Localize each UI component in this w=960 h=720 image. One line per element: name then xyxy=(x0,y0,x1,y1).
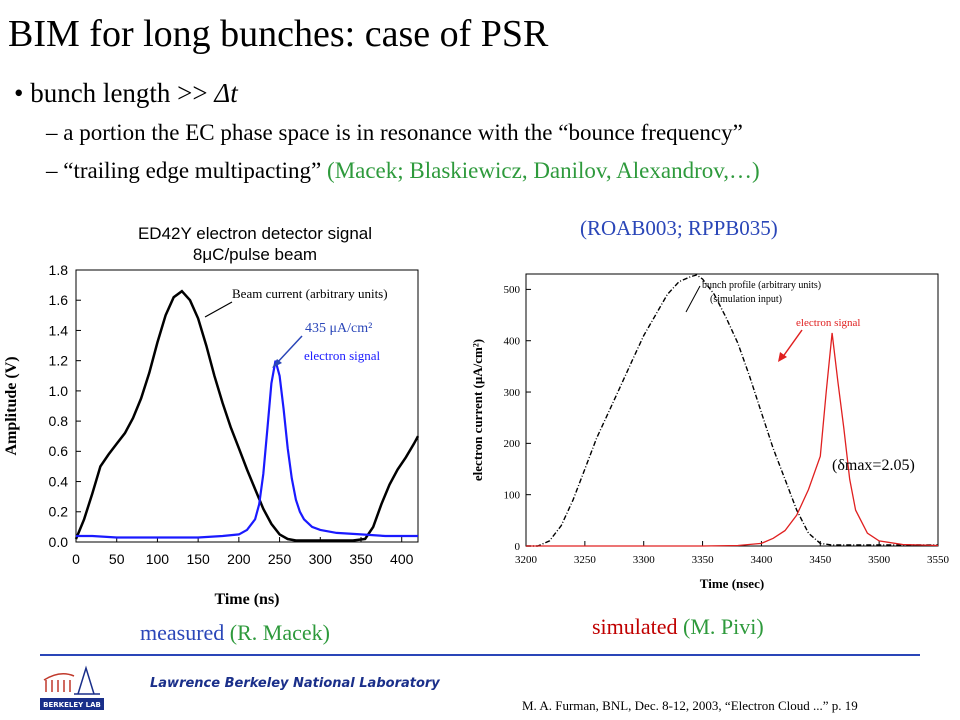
left-chart-title: ED42Y electron detector signal 8μC/pulse… xyxy=(60,223,450,265)
y-tick-label: 1.4 xyxy=(49,322,69,338)
footer-divider xyxy=(40,654,920,656)
x-tick-label: 300 xyxy=(309,551,333,567)
x-tick-label: 3300 xyxy=(633,554,656,566)
electron-signal-annotation: electron signal xyxy=(304,348,381,363)
plot-frame xyxy=(525,273,939,547)
delta-max-annotation: (δmax=2.05) xyxy=(832,457,915,474)
bullet-text: • bunch length >> xyxy=(14,78,215,108)
current-density-pointer-head xyxy=(272,359,282,368)
beam-current-pointer xyxy=(204,301,233,318)
current-density-pointer xyxy=(275,335,303,365)
y-tick-label: 0.8 xyxy=(49,413,69,429)
x-tick-label: 3450 xyxy=(809,554,832,566)
y-tick-label: 1.0 xyxy=(49,383,69,399)
y-tick-label: 0.0 xyxy=(49,534,69,550)
sub-bullet-resonance: – a portion the EC phase space is in res… xyxy=(46,120,743,145)
y-tick-label: 300 xyxy=(504,387,521,399)
electron-signal-pointer-head xyxy=(778,352,787,362)
x-tick-label: 0 xyxy=(72,551,80,567)
x-tick-label: 3200 xyxy=(515,554,538,566)
sub-bullet-trailing-edge: – “trailing edge multipacting” (Macek; B… xyxy=(46,158,760,184)
series-line-0 xyxy=(526,274,938,547)
y-tick-label: 0 xyxy=(515,541,521,553)
sub-bullet-trailing-edge-text: – “trailing edge multipacting” xyxy=(46,158,328,183)
left-chart-title-line1: ED42Y electron detector signal xyxy=(137,224,373,243)
series-line-1 xyxy=(526,332,939,547)
bunch-profile-pointer xyxy=(685,285,701,313)
x-tick-label: 50 xyxy=(109,551,125,567)
y-tick-label: 200 xyxy=(504,438,521,450)
slide-title: BIM for long bunches: case of PSR xyxy=(8,13,549,55)
caption-simulated-label: simulated xyxy=(592,614,684,639)
y-tick-label: 400 xyxy=(504,336,521,348)
series-line-1 xyxy=(76,360,418,539)
lab-name: Lawrence Berkeley National Laboratory xyxy=(150,676,440,691)
x-tick-label: 250 xyxy=(268,551,292,567)
caption-measured-label: measured xyxy=(140,620,230,645)
caption-simulated: simulated (M. Pivi) xyxy=(592,614,764,640)
x-tick-label: 100 xyxy=(146,551,170,567)
simulation-input-annotation: (simulation input) xyxy=(710,294,782,305)
y-tick-label: 0.4 xyxy=(49,473,69,489)
x-tick-label: 3350 xyxy=(692,554,715,566)
beam-current-annotation: Beam current (arbitrary units) xyxy=(232,286,388,301)
y-tick-label: 0.2 xyxy=(49,504,69,520)
x-tick-label: 200 xyxy=(227,551,251,567)
left-chart-title-line2: 8μC/pulse beam xyxy=(192,245,318,264)
x-tick-label: 3250 xyxy=(574,554,597,566)
caption-measured-author: (R. Macek) xyxy=(229,620,330,645)
bullet-bunch-length: • bunch length >> Δt xyxy=(14,78,238,109)
logo-text: BERKELEY LAB xyxy=(43,701,101,709)
x-axis-label: Time (nsec) xyxy=(700,576,764,591)
footer-citation: M. A. Furman, BNL, Dec. 8-12, 2003, “Ele… xyxy=(522,698,858,713)
series-line-0 xyxy=(74,289,420,542)
bullet-delta-t: Δt xyxy=(214,78,238,108)
y-tick-label: 1.8 xyxy=(49,262,69,278)
y-tick-label: 1.6 xyxy=(49,292,69,308)
electron-signal-annotation: electron signal xyxy=(796,317,860,329)
y-axis-label: Amplitude (V) xyxy=(3,356,20,455)
caption-measured: measured (R. Macek) xyxy=(140,620,330,646)
plot-frame xyxy=(75,269,419,543)
y-tick-label: 500 xyxy=(504,284,521,296)
x-axis-label: Time (ns) xyxy=(214,591,279,608)
x-tick-label: 350 xyxy=(349,551,373,567)
y-axis-label: electron current (μA/cm²) xyxy=(470,339,485,481)
sub-bullet-references: (Macek; Blaskiewicz, Danilov, Alexandrov… xyxy=(327,158,760,183)
measured-signal-chart: 0 50 100 150 200 250 300 350 400 0.0 0.2 0.4 0.6 0.8 1… xyxy=(3,262,420,608)
simulated-signal-chart: 3200 3250 3300 3350 3400 3450 3500 3550 0 100 200 3… xyxy=(470,273,950,591)
berkeley-lab-logo: BERKELEY LAB xyxy=(40,664,104,714)
bunch-profile-annotation: bunch profile (arbitrary units) xyxy=(702,280,821,291)
x-tick-label: 3550 xyxy=(927,554,950,566)
current-density-annotation: 435 μA/cm² xyxy=(305,321,372,336)
x-tick-label: 400 xyxy=(390,551,414,567)
x-tick-label: 150 xyxy=(186,551,210,567)
x-tick-label: 3500 xyxy=(868,554,891,566)
y-tick-label: 100 xyxy=(504,490,521,502)
y-tick-label: 1.2 xyxy=(49,353,69,369)
electron-signal-pointer xyxy=(781,329,803,359)
y-tick-label: 0.6 xyxy=(49,443,69,459)
x-tick-label: 3400 xyxy=(750,554,773,566)
right-chart-title: (ROAB003; RPPB035) xyxy=(580,216,778,240)
caption-simulated-author: (M. Pivi) xyxy=(683,614,764,639)
